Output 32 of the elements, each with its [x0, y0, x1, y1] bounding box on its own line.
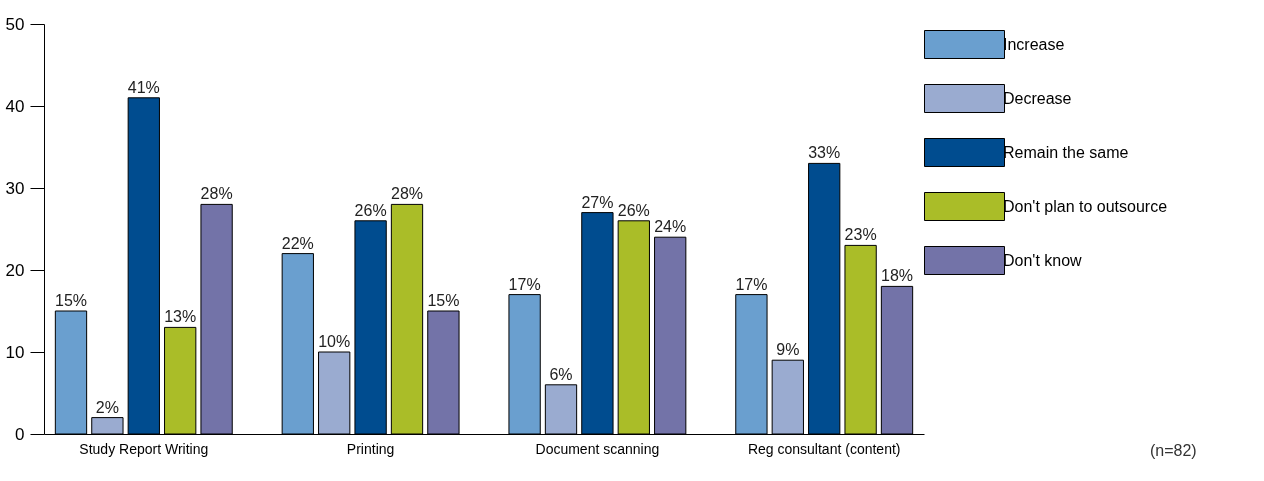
data-label: 6% [549, 365, 573, 383]
data-label: 26% [354, 201, 387, 219]
y-tick-label: 50 [5, 14, 25, 34]
data-label: 17% [735, 275, 768, 293]
data-label: 17% [508, 275, 541, 293]
y-tick-label: 40 [5, 96, 25, 116]
data-label: 27% [581, 193, 614, 211]
x-tick-label: Document scanning [535, 440, 660, 457]
data-label: 24% [654, 218, 687, 236]
y-tick-label: 10 [5, 342, 25, 362]
data-label: 28% [200, 185, 233, 203]
x-tick-label: Printing [346, 440, 395, 457]
data-label: 22% [281, 234, 314, 252]
y-tick-label: 0 [15, 424, 25, 444]
y-tick-label: 20 [5, 260, 25, 280]
data-label: 15% [427, 292, 460, 309]
data-label: 9% [776, 341, 800, 359]
data-label: 41% [127, 78, 160, 96]
x-tick-label: Study Report Writing [79, 440, 209, 457]
data-label: 23% [844, 226, 877, 244]
data-label: 18% [880, 267, 914, 285]
y-tick-label: 30 [5, 178, 25, 198]
data-label: 28% [390, 185, 424, 203]
data-label: 10% [318, 333, 351, 350]
data-label: 2% [95, 398, 119, 416]
data-label: 15% [54, 292, 88, 309]
legend-label: Decrease [1003, 89, 1072, 107]
data-label: 26% [617, 201, 650, 219]
data-label: 33% [808, 144, 841, 162]
x-tick-label: Reg consultant (content) [747, 440, 901, 457]
data-label: 13% [164, 308, 197, 326]
text: (n=82) [1150, 442, 1197, 460]
